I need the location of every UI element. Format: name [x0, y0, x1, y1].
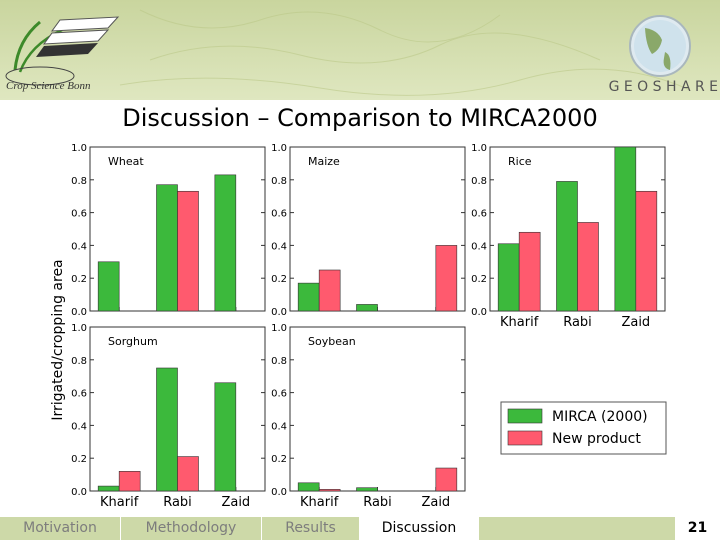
bar-mirca — [214, 382, 237, 492]
header-banner: Crop Science Bonn G E O S H A R E — [0, 0, 720, 100]
legend-swatch — [507, 430, 543, 446]
y-tick-label: 0.6 — [271, 389, 287, 400]
x-tick-label: Kharif — [100, 495, 139, 510]
nav-divider — [261, 517, 262, 540]
y-tick-label: 0.6 — [271, 209, 287, 220]
y-tick-label: 0.6 — [71, 209, 87, 220]
bar-new-product — [118, 471, 141, 492]
x-tick-label: Rabi — [163, 495, 192, 510]
bar-new-product — [435, 467, 458, 492]
nav-tab-motivation[interactable]: Motivation — [23, 520, 97, 536]
bar-mirca — [97, 485, 120, 492]
y-tick-label: 0.0 — [71, 487, 87, 498]
legend-label: MIRCA (2000) — [552, 409, 648, 425]
chart-panel-frame — [289, 326, 466, 492]
bar-new-product — [318, 489, 341, 492]
x-tick-label: Zaid — [221, 495, 250, 510]
y-tick-label: 0.2 — [471, 274, 487, 285]
bar-mirca — [297, 482, 320, 492]
y-tick-label: 0.8 — [271, 356, 287, 367]
x-tick-label: Rabi — [563, 315, 592, 330]
nav-tab-discussion[interactable]: Discussion — [359, 517, 479, 540]
y-tick-label: 0.6 — [471, 209, 487, 220]
y-tick-label: 0.8 — [471, 176, 487, 187]
y-tick-label: 0.0 — [271, 487, 287, 498]
nav-tab-results[interactable]: Results — [285, 520, 336, 536]
bar-new-product — [635, 190, 658, 312]
brand-text: G E O S H A R E — [609, 79, 718, 95]
panel-crop-label: Rice — [508, 155, 532, 168]
bar-mirca — [97, 261, 120, 312]
page-number: 21 — [675, 517, 720, 540]
y-tick-label: 0.0 — [471, 307, 487, 318]
bar-new-product — [435, 245, 458, 312]
bar-mirca — [556, 181, 578, 312]
y-tick-label: 1.0 — [471, 143, 487, 154]
panel-crop-label: Sorghum — [108, 335, 158, 348]
y-tick-label: 1.0 — [271, 323, 287, 334]
y-tick-label: 0.2 — [71, 274, 87, 285]
panel-crop-label: Wheat — [108, 155, 144, 168]
bar-new-product — [318, 269, 341, 312]
bar-new-product — [577, 222, 599, 312]
bar-mirca — [297, 282, 320, 312]
legend-label: New product — [552, 431, 641, 447]
y-tick-label: 0.8 — [71, 356, 87, 367]
bar-new-product — [177, 456, 199, 492]
bar-mirca — [356, 487, 378, 492]
bar-new-product — [518, 231, 541, 312]
footer-nav: Motivation Methodology Results Discussio… — [0, 517, 720, 540]
y-tick-label: 0.4 — [271, 421, 287, 432]
nav-tab-methodology[interactable]: Methodology — [145, 520, 237, 536]
y-tick-label: 0.2 — [271, 454, 287, 465]
y-tick-label: 0.0 — [271, 307, 287, 318]
x-tick-label: Kharif — [500, 315, 539, 330]
y-tick-label: 0.4 — [271, 241, 287, 252]
bar-mirca — [156, 184, 178, 312]
bar-new-product — [177, 190, 199, 312]
y-tick-label: 1.0 — [71, 323, 87, 334]
y-tick-label: 0.4 — [71, 421, 87, 432]
crop-science-logo — [5, 16, 120, 86]
y-tick-label: 0.4 — [71, 241, 87, 252]
bar-mirca — [156, 367, 178, 492]
y-tick-label: 0.2 — [71, 454, 87, 465]
panel-crop-label: Maize — [308, 155, 340, 168]
logo-text: Crop Science Bonn — [6, 80, 91, 92]
y-tick-label: 1.0 — [71, 143, 87, 154]
y-tick-label: 0.6 — [71, 389, 87, 400]
y-tick-label: 0.4 — [471, 241, 487, 252]
bar-mirca — [497, 243, 520, 312]
y-axis-label: Irrigated/cropping area — [50, 259, 66, 420]
x-tick-label: Zaid — [621, 315, 650, 330]
slide-title: Discussion – Comparison to MIRCA2000 — [122, 104, 598, 132]
globe-icon — [629, 15, 691, 77]
nav-divider — [120, 517, 121, 540]
y-tick-label: 0.0 — [71, 307, 87, 318]
bar-mirca — [214, 174, 237, 312]
x-tick-label: Zaid — [421, 495, 450, 510]
bar-mirca — [356, 304, 378, 312]
y-tick-label: 1.0 — [271, 143, 287, 154]
x-tick-label: Rabi — [363, 495, 392, 510]
x-tick-label: Kharif — [300, 495, 339, 510]
bar-mirca — [614, 146, 637, 312]
legend-swatch — [507, 408, 543, 424]
panel-crop-label: Soybean — [308, 335, 356, 348]
y-tick-label: 0.8 — [271, 176, 287, 187]
y-tick-label: 0.2 — [271, 274, 287, 285]
y-tick-label: 0.8 — [71, 176, 87, 187]
